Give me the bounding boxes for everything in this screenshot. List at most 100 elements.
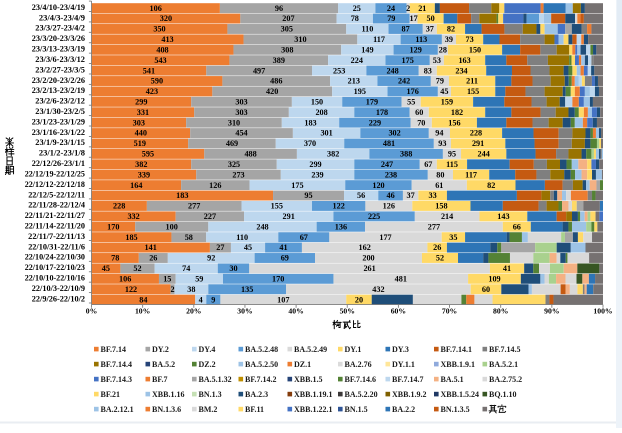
svg-text:46: 46 [387,191,395,200]
svg-text:117: 117 [373,35,385,44]
svg-text:BF.7.14.2: BF.7.14.2 [245,375,277,384]
svg-text:37: 37 [407,191,415,200]
svg-text:BF.21: BF.21 [101,390,121,399]
svg-text:135: 135 [241,285,253,294]
svg-text:59: 59 [195,275,203,284]
svg-text:543: 543 [154,56,166,65]
svg-text:22/11/21-22/11/27: 22/11/21-22/11/27 [25,211,85,220]
svg-text:183: 183 [176,191,188,200]
svg-text:79: 79 [387,14,395,23]
svg-text:305: 305 [281,25,293,34]
svg-text:162: 162 [359,243,371,252]
svg-text:20: 20 [355,295,363,304]
svg-text:228: 228 [113,202,125,211]
svg-text:126: 126 [209,181,221,190]
svg-text:110: 110 [236,233,248,242]
svg-text:DZ.2: DZ.2 [199,360,216,369]
svg-text:170: 170 [107,222,119,231]
svg-text:40%: 40% [288,307,303,316]
svg-text:DY.4: DY.4 [199,345,216,354]
svg-text:23/1/2-23/1/8: 23/1/2-23/1/8 [39,149,85,158]
svg-text:331: 331 [137,108,149,117]
svg-text:BF.7.14: BF.7.14 [101,345,127,354]
svg-text:BA.5.2.50: BA.5.2.50 [245,360,278,369]
svg-text:73: 73 [466,35,474,44]
svg-text:150: 150 [311,98,323,107]
svg-text:227: 227 [204,212,216,221]
svg-text:179: 179 [366,98,378,107]
svg-text:182: 182 [451,108,463,117]
svg-text:155: 155 [271,202,283,211]
svg-text:BN.1.5: BN.1.5 [345,405,368,414]
svg-text:310: 310 [294,35,306,44]
svg-text:239: 239 [311,170,323,179]
svg-text:229: 229 [369,118,381,127]
svg-text:53: 53 [433,56,441,65]
svg-text:XBB.1.19.1: XBB.1.19.1 [294,390,332,399]
svg-text:107: 107 [277,295,289,304]
svg-text:DY.2: DY.2 [152,345,169,354]
svg-text:143: 143 [497,212,509,221]
svg-text:129: 129 [410,45,422,54]
svg-text:78: 78 [351,14,359,23]
svg-text:BF.7: BF.7 [152,375,168,384]
svg-text:78: 78 [111,254,119,263]
svg-text:332: 332 [127,212,139,221]
svg-text:155: 155 [467,87,479,96]
svg-text:497: 497 [253,66,265,75]
svg-text:23/2/27-23/3/5: 23/2/27-23/3/5 [35,65,85,74]
svg-text:22/12/5-22/12/11: 22/12/5-22/12/11 [28,190,85,199]
svg-text:156: 156 [448,118,460,127]
svg-text:BF.7.14.7: BF.7.14.7 [392,375,424,384]
svg-text:BA.5.2: BA.5.2 [152,360,175,369]
svg-text:BA.5.1.32: BA.5.1.32 [199,375,232,384]
svg-text:420: 420 [266,87,278,96]
svg-text:70: 70 [417,118,425,127]
svg-text:BA.2.3: BA.2.3 [245,390,268,399]
svg-text:2: 2 [170,285,174,294]
svg-text:244: 244 [478,150,490,159]
svg-text:22/12/12-22/12/18: 22/12/12-22/12/18 [25,180,85,189]
svg-text:52: 52 [436,254,444,263]
svg-text:BN.1.3.5: BN.1.3.5 [441,405,470,414]
svg-text:80: 80 [436,170,444,179]
svg-text:224: 224 [351,56,363,65]
svg-text:149: 149 [361,45,373,54]
svg-text:207: 207 [282,14,294,23]
svg-text:234: 234 [455,66,467,75]
svg-text:XBB.1.22.1: XBB.1.22.1 [294,405,332,414]
svg-text:432: 432 [372,285,384,294]
svg-text:195: 195 [354,87,366,96]
svg-text:92: 92 [207,254,215,263]
svg-text:242: 242 [398,77,410,86]
svg-text:117: 117 [465,170,477,179]
svg-text:BA.2.75.2: BA.2.75.2 [489,375,522,384]
svg-text:158: 158 [435,202,447,211]
svg-text:115: 115 [446,160,458,169]
svg-text:382: 382 [327,150,339,159]
svg-text:225: 225 [368,212,380,221]
svg-text:339: 339 [138,170,150,179]
svg-text:163: 163 [458,56,470,65]
svg-text:BQ.1.10: BQ.1.10 [489,390,517,399]
svg-text:299: 299 [135,98,147,107]
svg-text:481: 481 [383,139,395,148]
svg-text:4: 4 [199,295,203,304]
svg-text:60: 60 [415,108,423,117]
svg-text:70%: 70% [442,307,457,316]
svg-text:96: 96 [275,4,283,13]
svg-text:277: 277 [188,202,200,211]
svg-text:301: 301 [320,129,332,138]
svg-text:BF.7.14.1: BF.7.14.1 [441,345,473,354]
svg-text:90%: 90% [544,307,559,316]
svg-text:28: 28 [439,45,447,54]
svg-text:303: 303 [133,118,145,127]
svg-text:469: 469 [226,139,238,148]
svg-text:21: 21 [418,4,426,13]
svg-text:519: 519 [134,139,146,148]
svg-text:126: 126 [383,202,395,211]
svg-text:22/11/7-22/11/13: 22/11/7-22/11/13 [28,232,85,241]
svg-text:60%: 60% [391,307,406,316]
svg-text:DY.1.1: DY.1.1 [392,360,415,369]
svg-text:159: 159 [441,98,453,107]
